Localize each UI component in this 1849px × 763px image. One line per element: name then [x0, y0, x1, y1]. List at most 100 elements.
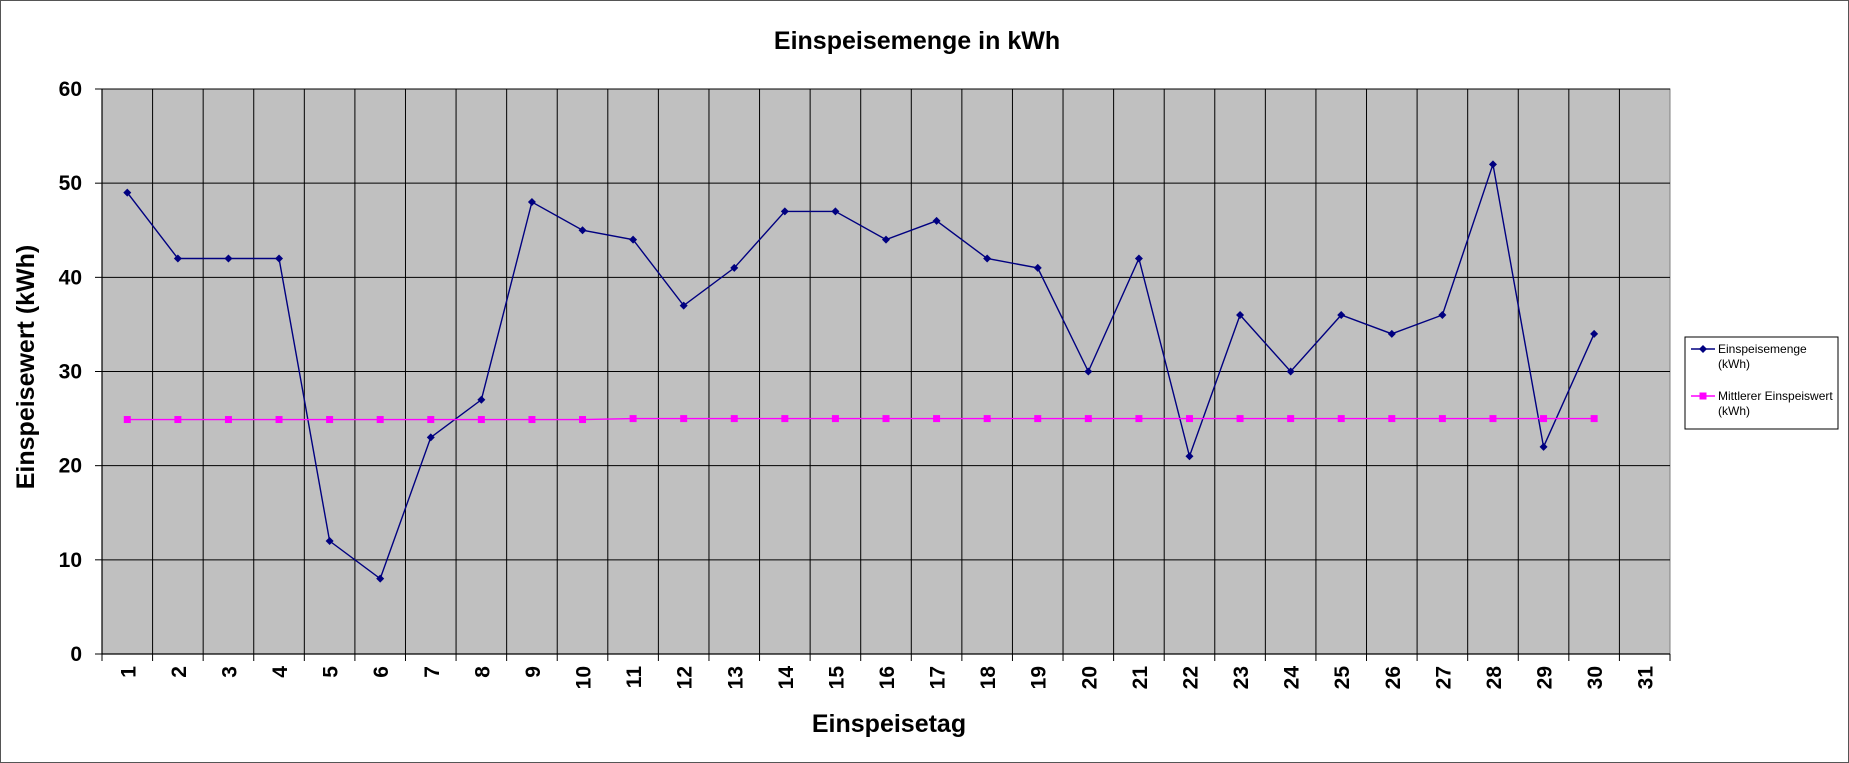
data-point-square: [1236, 415, 1244, 423]
data-point-square: [680, 415, 688, 423]
data-point-diamond: [730, 263, 739, 272]
x-tick-label: 26: [1382, 666, 1405, 689]
data-point-diamond: [831, 207, 840, 216]
x-axis-ticks: 1 2 3 4 5 6 7 8 9 10 11 12 13 14 15 16 17 18 19 20 21 22 23 24 2…: [101, 654, 1671, 690]
data-point-square: [781, 415, 789, 423]
legend-label: Mittlerer Einspeiswert: [1718, 389, 1833, 403]
data-point-square: [882, 415, 890, 423]
data-point-diamond: [1488, 160, 1497, 169]
x-tick-label: 3: [218, 666, 241, 678]
x-tick-label: 15: [825, 666, 848, 690]
series-einspeisemenge: [123, 160, 1599, 583]
x-tick-label: 25: [1331, 666, 1354, 690]
data-point-square: [326, 416, 334, 424]
data-point-square: [933, 415, 941, 423]
x-tick-label: 2: [168, 666, 191, 678]
x-tick-label: 27: [1432, 666, 1455, 689]
chart-title: Einspeisemenge in kWh: [774, 27, 1060, 55]
plot-area: [101, 88, 1671, 655]
x-tick-label: 1: [117, 666, 140, 678]
data-point-square: [427, 416, 435, 424]
data-point-diamond: [1337, 311, 1346, 319]
data-point-diamond: [1084, 367, 1093, 376]
x-tick-label: 22: [1179, 666, 1202, 689]
data-point-diamond: [679, 301, 688, 310]
data-point-diamond: [123, 188, 132, 197]
x-tick-label: 17: [927, 666, 950, 689]
data-point-diamond: [629, 235, 638, 244]
x-tick-label: 30: [1584, 666, 1607, 689]
series-line: [127, 417, 1595, 421]
x-tick-label: 19: [1028, 666, 1051, 689]
data-point-square: [1590, 415, 1598, 423]
legend-label: (kWh): [1718, 357, 1750, 371]
series-layer: [123, 160, 1599, 583]
x-tick-label: 23: [1230, 666, 1253, 689]
x-tick-label: 8: [471, 666, 494, 678]
data-point-diamond: [1539, 442, 1548, 451]
data-point-square: [123, 416, 131, 424]
data-point-diamond: [325, 537, 334, 545]
series-mittlerer-einspeiswert: [123, 415, 1598, 424]
data-point-square: [376, 416, 384, 424]
data-point-diamond: [1236, 311, 1245, 319]
data-point-square: [1135, 415, 1143, 423]
y-tick-label: 10: [59, 549, 82, 572]
x-tick-label: 10: [573, 666, 596, 689]
x-tick-label: 13: [724, 666, 747, 689]
legend: Einspeisemenge(kWh) Mittlerer Einspeiswer…: [1684, 336, 1839, 430]
data-point-diamond: [527, 198, 536, 206]
data-point-square: [224, 416, 232, 424]
data-point-square: [983, 415, 991, 423]
y-tick-label: 40: [59, 266, 82, 289]
data-point-diamond: [426, 433, 435, 442]
x-tick-label: 21: [1129, 666, 1152, 690]
legend-marker-diamond: [1699, 345, 1707, 353]
data-point-diamond: [376, 574, 385, 583]
data-point-square: [730, 415, 738, 423]
data-point-square: [1388, 415, 1396, 423]
data-point-diamond: [477, 395, 486, 404]
data-point-square: [1084, 415, 1092, 423]
data-point-square: [1337, 415, 1345, 423]
data-point-square: [629, 415, 637, 423]
x-tick-label: 6: [370, 666, 393, 678]
x-tick-label: 9: [522, 666, 545, 678]
legend-label: Einspeisemenge: [1718, 342, 1807, 356]
x-tick-label: 20: [1078, 666, 1101, 689]
data-point-square: [1540, 415, 1548, 423]
data-point-square: [528, 416, 536, 424]
data-point-diamond: [275, 254, 284, 263]
x-tick-label: 11: [623, 666, 646, 689]
series-line: [126, 164, 1595, 580]
data-point-square: [1034, 415, 1042, 423]
data-point-diamond: [1387, 329, 1396, 338]
data-point-square: [831, 415, 839, 423]
x-tick-label: 18: [977, 666, 1000, 690]
x-tick-label: 29: [1534, 666, 1557, 689]
y-axis-ticks: 0 10 20 30 40 50 60: [59, 78, 102, 666]
data-point-diamond: [1286, 367, 1295, 376]
data-point-diamond: [1033, 263, 1042, 272]
data-point-diamond: [224, 254, 233, 263]
data-point-diamond: [578, 226, 587, 235]
x-axis-title: Einspeisetag: [812, 710, 966, 738]
data-point-square: [275, 416, 283, 424]
data-point-diamond: [173, 254, 182, 263]
y-tick-label: 60: [59, 78, 82, 101]
legend-box: [1684, 336, 1839, 430]
data-point-diamond: [932, 216, 941, 225]
data-point-diamond: [882, 235, 890, 244]
data-point-diamond: [1134, 254, 1143, 263]
y-tick-label: 30: [59, 361, 82, 384]
data-point-square: [477, 416, 485, 424]
x-tick-label: 14: [775, 666, 798, 690]
data-point-square: [1438, 415, 1446, 423]
data-point-diamond: [1438, 311, 1447, 319]
data-point-square: [1287, 415, 1295, 423]
data-point-diamond: [1590, 329, 1599, 338]
x-tick-label: 31: [1635, 666, 1658, 690]
data-point-diamond: [983, 254, 992, 263]
